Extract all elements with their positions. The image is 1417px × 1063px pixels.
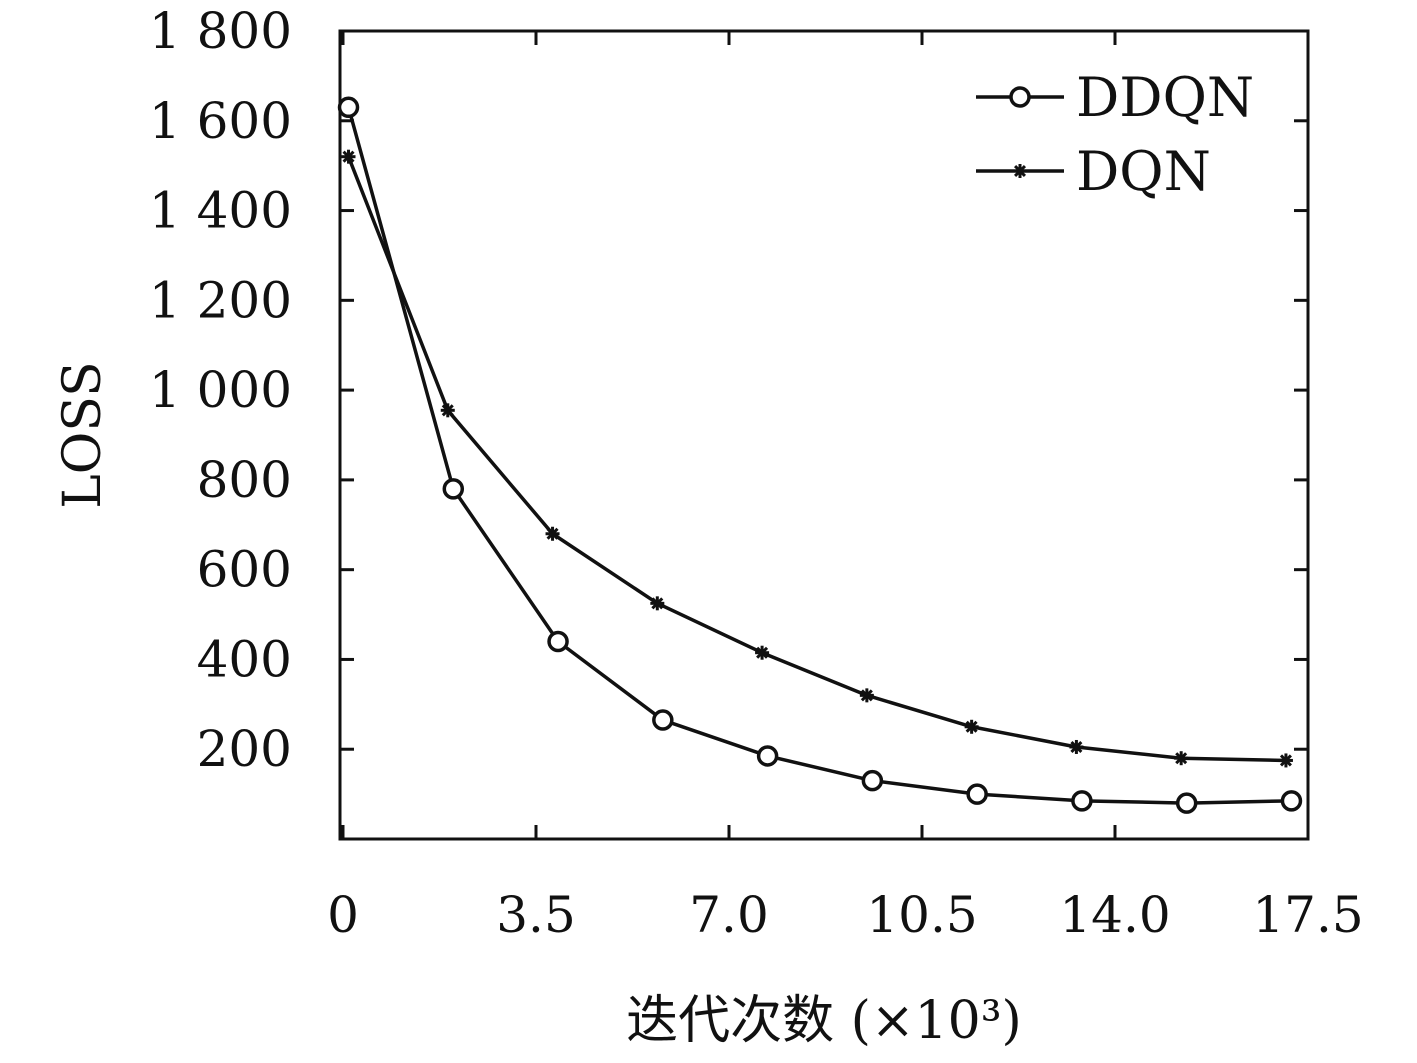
data-point-circle: [1175, 792, 1198, 814]
asterisk-stroke: [546, 527, 559, 540]
x-tick-label: 14.0: [1059, 886, 1170, 944]
series-ddqn: [337, 96, 1303, 814]
asterisk-stroke: [1279, 754, 1292, 767]
y-tick-label: 600: [197, 541, 292, 599]
asterisk-stroke: [441, 404, 454, 417]
y-tick-label: 800: [197, 451, 292, 509]
data-point-circle: [1280, 790, 1303, 812]
data-point-circle: [547, 630, 569, 653]
data-point-asterisk: [341, 149, 356, 164]
data-point-asterisk: [1278, 753, 1293, 768]
y-tick-label: 1 800: [149, 2, 292, 60]
legend-label: DDQN: [1076, 66, 1254, 129]
data-point-asterisk: [964, 719, 979, 734]
x-axis-title: 迭代次数 (×10³): [626, 991, 1022, 1051]
legend-entry-dqn: DQN: [976, 140, 1211, 203]
asterisk-stroke: [651, 597, 664, 610]
asterisk-stroke: [1175, 752, 1188, 765]
asterisk-stroke: [1070, 740, 1083, 753]
data-point-circle: [652, 709, 674, 731]
data-point-circle: [861, 769, 884, 792]
x-tick-label: 7.0: [689, 886, 769, 944]
y-axis-title: LOSS: [53, 361, 113, 509]
legend: DDQN DQN: [976, 66, 1254, 203]
asterisk-stroke: [965, 720, 978, 733]
asterisk-stroke: [342, 150, 355, 163]
x-tick-label: 17.5: [1252, 886, 1363, 944]
data-point-circle: [756, 745, 779, 767]
x-tick-label: 0: [327, 886, 359, 944]
data-point-asterisk: [1013, 164, 1027, 178]
data-point-asterisk: [545, 526, 560, 541]
asterisk-stroke: [756, 646, 769, 659]
x-tick-label: 10.5: [866, 886, 977, 944]
series-layer: [337, 96, 1303, 814]
data-point-asterisk: [1069, 739, 1084, 754]
plot-frame: [338, 29, 1310, 841]
x-tick-label: 3.5: [496, 886, 576, 944]
data-point-asterisk: [440, 403, 455, 418]
series-dqn: [341, 149, 1293, 768]
legend-label: DQN: [1076, 140, 1211, 203]
data-point-circle: [442, 478, 465, 500]
series-line-dqn: [346, 156, 1286, 763]
data-point-asterisk: [1174, 751, 1189, 766]
y-tick-label: 1 000: [149, 361, 292, 419]
y-tick-label: 400: [197, 630, 292, 688]
y-tick-label: 1 400: [149, 182, 292, 240]
data-point-circle: [1071, 790, 1093, 812]
asterisk-stroke: [1013, 164, 1027, 178]
data-point-circle: [966, 783, 988, 805]
data-point-circle: [337, 96, 360, 119]
asterisk-stroke: [860, 689, 873, 702]
data-point-asterisk: [859, 688, 874, 703]
y-tick-label: 1 600: [149, 92, 292, 150]
series-line-ddqn: [346, 106, 1292, 805]
legend-entry-ddqn: DDQN: [976, 66, 1254, 129]
data-point-asterisk: [755, 645, 770, 660]
data-point-circle: [1009, 86, 1031, 108]
axis-tick-labels: 0 3.5 7.0 10.5 14.0 17.5 200 400 600 800 1 000 1 20…: [149, 2, 1364, 944]
y-tick-label: 200: [197, 720, 292, 778]
data-point-asterisk: [650, 596, 665, 611]
y-tick-label: 1 200: [149, 271, 292, 329]
axis-ticks: [340, 31, 1308, 839]
